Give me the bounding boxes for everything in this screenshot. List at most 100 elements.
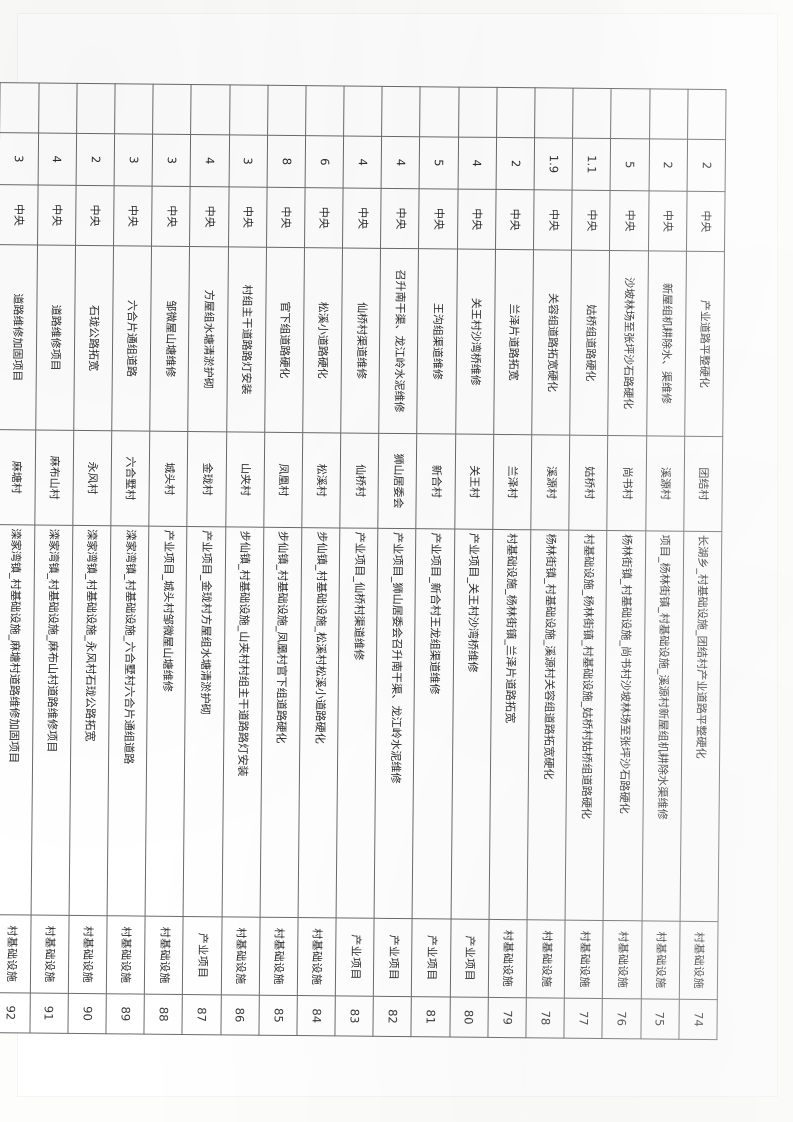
cell-funding-source: 中央 (0, 184, 38, 246)
cell-project-name: 长湖乡_村基础设施_团结村产业道路平整硬化 (679, 531, 722, 922)
cell-amount: 2 (495, 137, 535, 190)
cell-amount: 3 (151, 134, 191, 187)
cell-village: 松溪村 (301, 432, 341, 528)
cell-amount: 4 (380, 136, 420, 189)
cell-construction-content: 道路维修加固项目 (0, 244, 37, 431)
cell-project-name: 村基础设施_杨林街镇_兰泽片道路拓宽 (488, 529, 531, 920)
cell-category: 村基础设施 (0, 914, 31, 993)
cell-project-name: 步仙镇_村基础设施_松溪村松溪小道路硬化 (297, 527, 340, 918)
cell-category: 村基础设施 (220, 916, 260, 996)
cell-funding-source: 中央 (36, 185, 76, 246)
cell-index: 77 (563, 998, 603, 1039)
cell-funding-source: 中央 (685, 191, 725, 252)
cell-village: 麻布山村 (33, 430, 74, 526)
cell-amount: 4 (457, 137, 496, 190)
cell-construction-content: 关容组道路拓宽硬化 (531, 249, 572, 436)
cell-construction-content: 仙桥村渠道维修 (340, 247, 381, 434)
cell-project-name: 步仙镇_村基础设施_山夹村村组主干道路路灯安装 (221, 526, 264, 918)
cell-project-name: 产业项目_关王村沙湾桥维修 (450, 529, 493, 920)
cell-index: 85 (258, 995, 297, 1036)
cell-project-name: 产业项目_城头村邹微屋山塘维修 (144, 526, 187, 917)
cell-construction-content: 兰泽片道路拓宽 (493, 249, 534, 435)
cell-funding-source: 中央 (647, 190, 687, 252)
cell-village: 姑桥村 (568, 435, 608, 531)
cell-amount: 6 (304, 135, 344, 188)
cell-amount: 4 (342, 135, 382, 189)
cell-village: 山夹村 (224, 431, 264, 528)
cell-category: 村基础设施 (525, 919, 565, 999)
cell-category: 村基础设施 (144, 916, 183, 995)
cell-village: 永风村 (72, 430, 112, 526)
cell-category: 村基础设施 (105, 915, 145, 995)
cell-funding-source: 中央 (380, 188, 420, 249)
cell-amount: 3 (228, 134, 267, 188)
row-blank-cell (190, 84, 230, 135)
cell-category: 村基础设施 (564, 920, 603, 999)
cell-category: 产业项目 (182, 916, 222, 995)
cell-category: 村基础设施 (258, 917, 298, 996)
cell-village: 六合墅村 (110, 430, 150, 527)
cell-construction-content: 召升南干渠、龙江岭水泥维修 (378, 248, 419, 434)
cell-project-name: 滦家湾镇_村基础设施_麻布山村道路维修项目 (30, 525, 73, 916)
row-blank-cell (305, 85, 344, 136)
cell-index: 89 (105, 993, 145, 1035)
cell-village: 团结村 (683, 436, 723, 532)
cell-construction-content: 邹微屋山塘维修 (149, 246, 190, 432)
cell-project-name: 产业项目_金珑村方屋组水塘清淤护砌 (182, 526, 225, 917)
cell-funding-source: 中央 (456, 189, 496, 250)
row-blank-cell (75, 83, 115, 134)
cell-village: 狮山居委会 (377, 433, 417, 529)
table-body: 2 中央 产业道路平整硬化 团结村 长湖乡_村基础设施_团结村产业道路平整硬化 村基础设施… (0, 82, 726, 1040)
cell-amount: 2 (686, 139, 726, 192)
cell-category: 村基础设施 (640, 920, 680, 1000)
row-blank-cell (495, 87, 535, 138)
row-blank-cell (457, 87, 497, 138)
cell-funding-source: 中央 (74, 185, 114, 246)
cell-village: 溪源村 (530, 434, 570, 531)
row-blank-cell (152, 84, 191, 135)
cell-village: 仙桥村 (339, 432, 379, 529)
project-funding-table: 2 中央 产业道路平整硬化 团结村 长湖乡_村基础设施_团结村产业道路平整硬化 村基础设施… (0, 82, 726, 1040)
cell-category: 村基础设施 (67, 915, 107, 994)
rotated-table-inner: 2 中央 产业道路平整硬化 团结村 长湖乡_村基础设施_团结村产业道路平整硬化 村基础设施… (0, 82, 726, 1040)
cell-village: 尚书村 (606, 435, 646, 531)
row-blank-cell (228, 84, 268, 136)
cell-category: 村基础设施 (29, 915, 69, 994)
cell-project-name: 步仙镇_村基础设施_凤凰村官下组道路硬化 (259, 527, 302, 918)
cell-amount: 2 (648, 138, 687, 192)
cell-category: 产业项目 (373, 918, 413, 997)
cell-village: 麻塘村 (0, 429, 35, 526)
cell-index: 78 (525, 997, 565, 1039)
cell-index: 80 (449, 997, 488, 1038)
row-blank-cell (572, 88, 611, 139)
cell-index: 86 (220, 994, 259, 1036)
row-blank-cell (381, 86, 421, 137)
row-blank-cell (0, 82, 39, 134)
cell-funding-source: 中央 (342, 187, 381, 249)
cell-amount: 5 (610, 138, 649, 191)
cell-category: 村基础设施 (602, 920, 642, 999)
cell-amount: 1.1 (571, 138, 611, 191)
cell-construction-content: 沙坡林场至张坪沙石路硬化 (607, 250, 648, 436)
cell-index: 74 (678, 999, 717, 1040)
cell-funding-source: 中央 (533, 189, 572, 251)
cell-construction-content: 关王村沙湾桥维修 (454, 249, 495, 435)
cell-category: 村基础设施 (678, 921, 718, 1000)
cell-category: 产业项目 (334, 917, 374, 997)
cell-construction-content: 新屋组机耕除水、渠维修 (645, 250, 686, 437)
cell-funding-source: 中央 (418, 188, 458, 250)
cell-index: 91 (29, 992, 68, 1034)
cell-project-name: 产业项目_狮山居委会召升南干渠、龙江岭水泥维修 (373, 528, 416, 919)
cell-index: 88 (143, 994, 183, 1035)
cell-category: 村基础设施 (296, 917, 336, 996)
row-blank-cell (37, 83, 77, 134)
cell-village: 兰泽村 (492, 434, 532, 530)
cell-funding-source: 中央 (303, 187, 343, 248)
cell-project-name: 产业项目_新合村王龙组渠道维修 (412, 528, 454, 920)
cell-construction-content: 六合片通组道路 (111, 245, 152, 432)
cell-index: 90 (67, 993, 106, 1034)
row-blank-cell (114, 83, 153, 135)
cell-amount: 8 (266, 135, 306, 188)
cell-project-name: 杨林街镇_村基础设施_溪源村关容组道路拓宽硬化 (526, 529, 569, 921)
cell-amount: 1.9 (533, 137, 573, 191)
